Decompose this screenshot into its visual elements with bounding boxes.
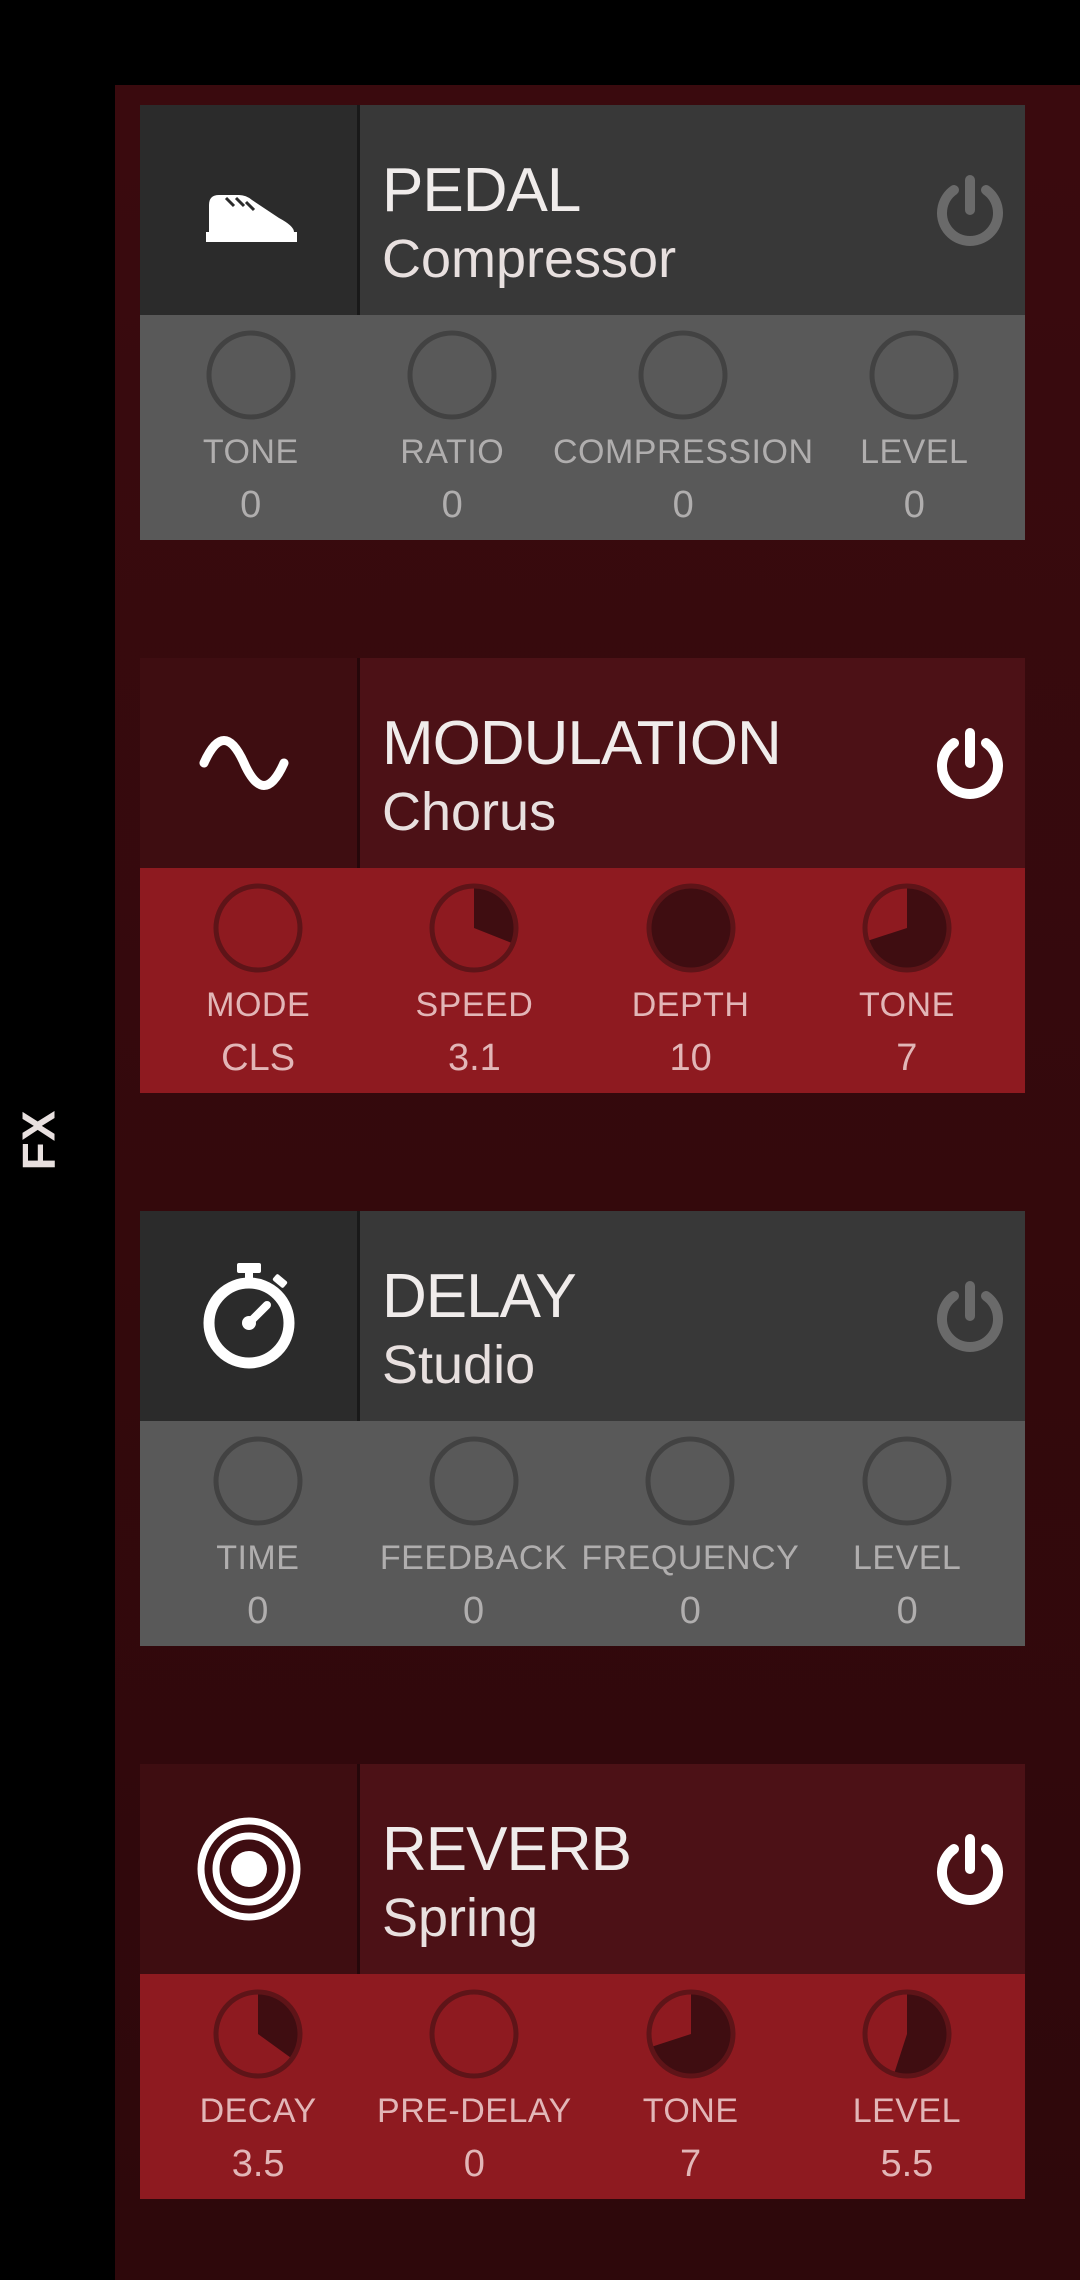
knob-dial[interactable] — [861, 882, 953, 974]
knob-label: PRE-DELAY — [377, 2092, 572, 2131]
knob-dial[interactable] — [212, 882, 304, 974]
module-title: MODULATION — [382, 713, 915, 775]
knob-dial[interactable] — [861, 1988, 953, 2080]
module-subtitle: Chorus — [382, 781, 915, 843]
module-pedal: PEDALCompressor TONE 0 RATIO 0 COMPRESSION… — [140, 105, 1025, 540]
knob-decay[interactable]: DECAY 3.5 — [150, 1988, 366, 2186]
knob-time[interactable]: TIME 0 — [150, 1435, 366, 1633]
knob-dial[interactable] — [212, 1435, 304, 1527]
module-title-area[interactable]: REVERBSpring — [360, 1764, 915, 1974]
knob-dial[interactable] — [645, 1988, 737, 2080]
module-header: REVERBSpring — [140, 1764, 1025, 1974]
knob-level[interactable]: LEVEL 5.5 — [799, 1988, 1015, 2186]
knobs-row: MODE CLS SPEED 3.1 DEPTH 10 TONE 7 — [140, 868, 1025, 1093]
wave-icon[interactable] — [140, 658, 360, 868]
module-title-area[interactable]: DELAYStudio — [360, 1211, 915, 1421]
knob-dial[interactable] — [205, 329, 297, 421]
knob-speed[interactable]: SPEED 3.1 — [366, 882, 582, 1080]
knob-label: TONE — [643, 2092, 739, 2131]
knob-tone[interactable]: TONE 7 — [799, 882, 1015, 1080]
knob-label: MODE — [206, 986, 310, 1025]
module-title: REVERB — [382, 1819, 915, 1881]
knob-dial[interactable] — [644, 1435, 736, 1527]
module-modulation: MODULATIONChorus MODE CLS SPEED 3.1 DEPTH 1… — [140, 658, 1025, 1093]
knob-frequency[interactable]: FREQUENCY 0 — [581, 1435, 799, 1633]
module-title-area[interactable]: PEDALCompressor — [360, 105, 915, 315]
shoe-icon[interactable] — [140, 105, 360, 315]
knob-label: COMPRESSION — [553, 433, 814, 472]
knob-tone[interactable]: TONE 0 — [150, 329, 351, 527]
knob-label: TONE — [859, 986, 955, 1025]
knob-ratio[interactable]: RATIO 0 — [351, 329, 552, 527]
module-title: DELAY — [382, 1266, 915, 1328]
knob-value: 3.5 — [232, 2143, 285, 2186]
knob-value: 3.1 — [448, 1037, 501, 1080]
module-title-area[interactable]: MODULATIONChorus — [360, 658, 915, 868]
knob-tone[interactable]: TONE 7 — [583, 1988, 799, 2186]
knob-dial[interactable] — [428, 882, 520, 974]
power-toggle[interactable] — [915, 105, 1025, 315]
knob-value: 7 — [896, 1037, 917, 1080]
module-title: PEDAL — [382, 160, 915, 222]
modules-container: PEDALCompressor TONE 0 RATIO 0 COMPRESSION… — [140, 105, 1025, 2280]
knob-dial[interactable] — [428, 1988, 520, 2080]
knob-value: 0 — [463, 1590, 484, 1633]
knob-label: LEVEL — [860, 433, 968, 472]
knobs-row: TIME 0 FEEDBACK 0 FREQUENCY 0 LEVEL 0 — [140, 1421, 1025, 1646]
fx-sidebar-label: FX — [11, 1110, 65, 1171]
knob-label: TONE — [203, 433, 299, 472]
module-subtitle: Spring — [382, 1887, 915, 1949]
knob-dial[interactable] — [406, 329, 498, 421]
knob-label: SPEED — [415, 986, 533, 1025]
knob-dial[interactable] — [212, 1988, 304, 2080]
knob-label: DEPTH — [632, 986, 750, 1025]
knob-dial[interactable] — [861, 1435, 953, 1527]
knob-label: RATIO — [400, 433, 504, 472]
knob-label: FREQUENCY — [581, 1539, 799, 1578]
knob-value: 0 — [673, 484, 694, 527]
knob-level[interactable]: LEVEL 0 — [814, 329, 1015, 527]
module-header: PEDALCompressor — [140, 105, 1025, 315]
module-subtitle: Compressor — [382, 228, 915, 290]
knob-value: 0 — [904, 484, 925, 527]
knob-dial[interactable] — [868, 329, 960, 421]
knob-value: 7 — [680, 2143, 701, 2186]
module-header: DELAYStudio — [140, 1211, 1025, 1421]
knob-value: 0 — [247, 1590, 268, 1633]
knob-label: LEVEL — [853, 2092, 961, 2131]
knob-feedback[interactable]: FEEDBACK 0 — [366, 1435, 582, 1633]
rings-icon[interactable] — [140, 1764, 360, 1974]
module-header: MODULATIONChorus — [140, 658, 1025, 868]
knob-value: 10 — [669, 1037, 711, 1080]
module-subtitle: Studio — [382, 1334, 915, 1396]
knob-value: 0 — [240, 484, 261, 527]
knob-pre-delay[interactable]: PRE-DELAY 0 — [366, 1988, 582, 2186]
knobs-row: DECAY 3.5 PRE-DELAY 0 TONE 7 LEVEL 5.5 — [140, 1974, 1025, 2199]
stopwatch-icon[interactable] — [140, 1211, 360, 1421]
knob-compression[interactable]: COMPRESSION 0 — [553, 329, 814, 527]
power-toggle[interactable] — [915, 658, 1025, 868]
knob-level[interactable]: LEVEL 0 — [799, 1435, 1015, 1633]
knob-value: CLS — [221, 1037, 295, 1080]
knob-label: FEEDBACK — [380, 1539, 567, 1578]
knob-value: 5.5 — [880, 2143, 933, 2186]
knob-dial[interactable] — [645, 882, 737, 974]
knob-mode[interactable]: MODE CLS — [150, 882, 366, 1080]
knobs-row: TONE 0 RATIO 0 COMPRESSION 0 LEVEL 0 — [140, 315, 1025, 540]
power-toggle[interactable] — [915, 1211, 1025, 1421]
knob-dial[interactable] — [428, 1435, 520, 1527]
knob-label: TIME — [216, 1539, 299, 1578]
knob-value: 0 — [464, 2143, 485, 2186]
knob-value: 0 — [680, 1590, 701, 1633]
power-toggle[interactable] — [915, 1764, 1025, 1974]
module-delay: DELAYStudio TIME 0 FEEDBACK 0 FREQUENCY 0 L… — [140, 1211, 1025, 1646]
knob-value: 0 — [442, 484, 463, 527]
module-reverb: REVERBSpring DECAY 3.5 PRE-DELAY 0 TONE 7 L… — [140, 1764, 1025, 2199]
knob-depth[interactable]: DEPTH 10 — [583, 882, 799, 1080]
knob-value: 0 — [897, 1590, 918, 1633]
knob-label: LEVEL — [853, 1539, 961, 1578]
knob-label: DECAY — [200, 2092, 317, 2131]
knob-dial[interactable] — [637, 329, 729, 421]
